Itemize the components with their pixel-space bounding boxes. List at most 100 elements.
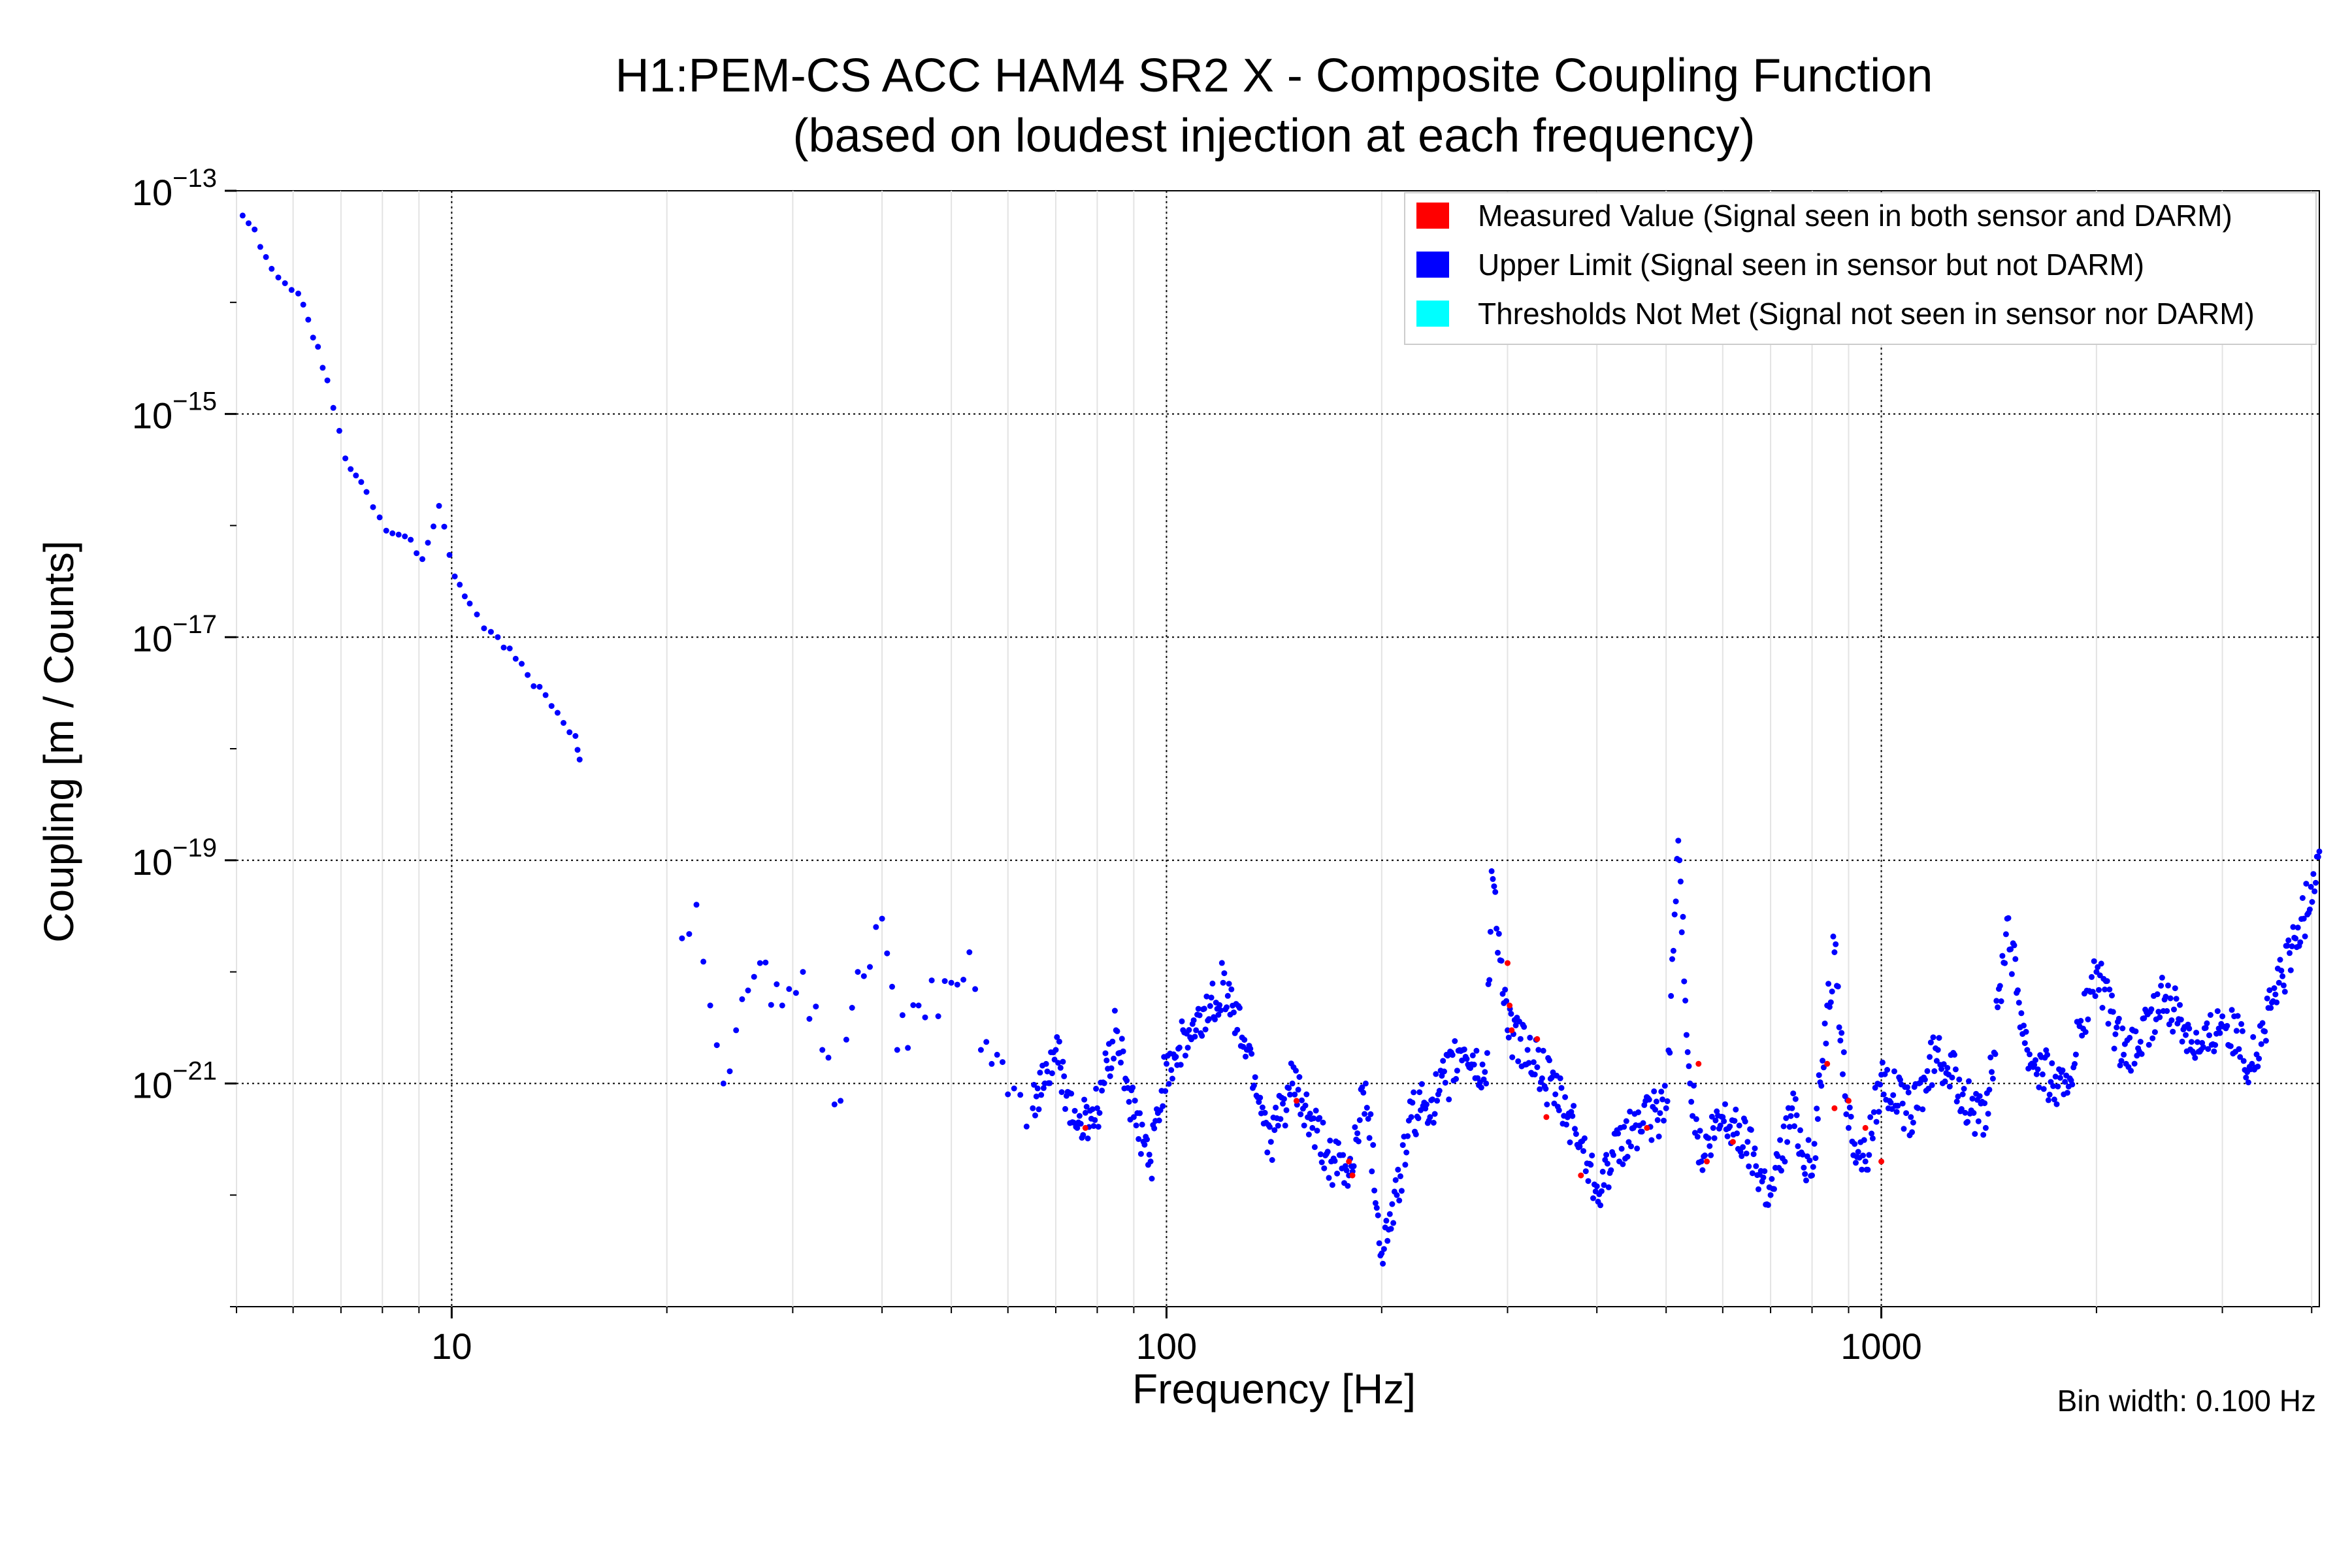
data-point	[720, 1080, 727, 1086]
data-point	[1838, 1030, 1845, 1036]
data-point	[474, 612, 480, 617]
data-point	[1264, 1149, 1271, 1156]
data-point	[1146, 1151, 1152, 1158]
data-point	[2250, 1034, 2257, 1040]
data-point	[2111, 1045, 2117, 1052]
data-point	[1488, 868, 1495, 874]
data-point	[1316, 1115, 1323, 1121]
data-point	[1380, 1246, 1387, 1252]
data-point	[1573, 1131, 1579, 1137]
data-point	[1610, 1152, 1616, 1158]
data-point	[1958, 1106, 1965, 1112]
data-point	[1707, 1143, 1713, 1149]
data-point	[2072, 1061, 2078, 1067]
data-point	[1930, 1034, 1936, 1041]
data-point	[1897, 1077, 1903, 1083]
data-point	[1479, 1061, 1486, 1068]
data-point	[1830, 933, 1837, 939]
data-point	[1765, 1201, 1771, 1208]
data-point	[2082, 1029, 2089, 1036]
data-point	[1343, 1167, 1350, 1173]
data-point	[1673, 898, 1679, 905]
data-point	[1862, 1124, 1869, 1131]
data-point	[1469, 1052, 1476, 1058]
data-point	[1905, 1089, 1912, 1096]
data-point	[1032, 1112, 1038, 1119]
data-point	[1995, 1004, 2001, 1011]
data-point	[1030, 1105, 1036, 1111]
data-point	[1166, 1081, 1172, 1087]
data-point	[1989, 1069, 1995, 1075]
data-point	[353, 472, 359, 479]
data-point	[707, 1002, 713, 1009]
data-point	[1491, 883, 1497, 890]
data-point	[2002, 960, 2008, 966]
data-point	[1355, 1138, 1362, 1145]
data-point	[910, 1002, 917, 1008]
data-point	[1693, 1116, 1699, 1122]
data-point	[1780, 1123, 1787, 1130]
data-point	[1162, 1088, 1169, 1094]
data-point	[2278, 968, 2285, 974]
data-point	[879, 915, 885, 922]
data-point	[1840, 1071, 1846, 1077]
data-point	[2105, 1021, 2112, 1027]
data-point	[1452, 1038, 1458, 1044]
data-point	[1944, 1065, 1951, 1071]
data-point	[1508, 1011, 1514, 1017]
data-point	[2191, 1050, 2197, 1056]
data-point	[1054, 1034, 1060, 1040]
data-point	[1712, 1117, 1719, 1124]
data-point	[1852, 1141, 1858, 1147]
data-point	[1314, 1128, 1320, 1134]
data-point	[1891, 1068, 1897, 1075]
data-point	[1303, 1091, 1310, 1098]
data-point	[1683, 1032, 1690, 1038]
data-point	[813, 1004, 819, 1010]
data-point	[1534, 1064, 1541, 1070]
data-point	[2052, 1073, 2059, 1080]
data-point	[1702, 1152, 1708, 1158]
data-point	[1301, 1122, 1307, 1129]
data-point	[1298, 1111, 1304, 1118]
data-point	[2158, 983, 2164, 989]
data-point	[1801, 1164, 1807, 1171]
data-point	[2040, 1086, 2047, 1092]
data-point	[1935, 1047, 1941, 1053]
data-point	[2264, 995, 2270, 1002]
data-point	[1946, 1083, 1953, 1090]
data-point	[1182, 1053, 1188, 1059]
data-point	[1820, 1058, 1826, 1064]
data-point	[1869, 1135, 1876, 1141]
data-point	[1646, 1096, 1652, 1103]
data-point	[1837, 1037, 1844, 1044]
data-point	[1846, 1098, 1852, 1104]
data-point	[1810, 1164, 1816, 1170]
data-point	[1118, 1059, 1124, 1066]
data-point	[1686, 1063, 1692, 1070]
data-point	[1068, 1090, 1075, 1097]
data-point	[2229, 1007, 2235, 1013]
data-point	[2214, 1008, 2221, 1015]
x-axis-label: Frequency [Hz]	[1132, 1365, 1416, 1413]
data-point	[1997, 983, 2003, 989]
data-point	[2245, 1079, 2251, 1086]
data-point	[1942, 1078, 1948, 1085]
data-point	[2276, 979, 2282, 986]
data-point	[1537, 1086, 1543, 1092]
data-point	[2051, 1096, 2057, 1103]
data-point	[1669, 956, 1675, 962]
data-point	[1156, 1117, 1162, 1124]
data-point	[1461, 1046, 1467, 1053]
data-point	[1137, 1110, 1143, 1117]
data-point	[2036, 1084, 2042, 1090]
data-point	[727, 1068, 733, 1075]
data-point	[2204, 1020, 2210, 1026]
data-point	[2277, 956, 2283, 963]
data-point	[1827, 999, 1834, 1005]
data-point	[2177, 1002, 2183, 1008]
data-point	[1691, 1083, 1697, 1089]
data-point	[1053, 1047, 1059, 1053]
data-point	[1749, 1170, 1756, 1177]
chart-title: H1:PEM-CS ACC HAM4 SR2 X - Composite Cou…	[615, 50, 1933, 102]
